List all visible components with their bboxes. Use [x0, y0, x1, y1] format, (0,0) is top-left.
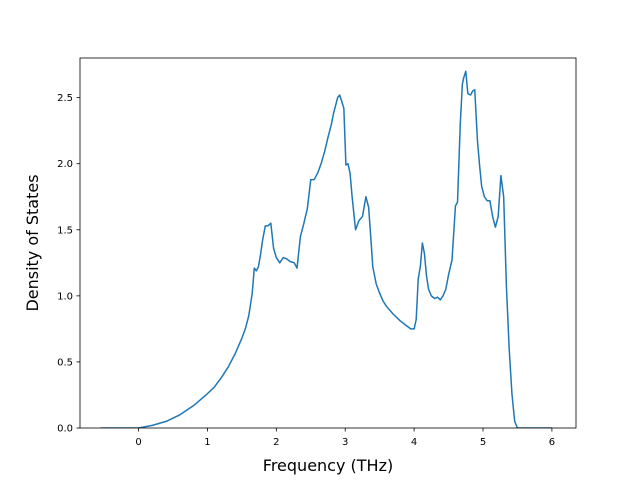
- x-tick-label: 2: [273, 437, 279, 448]
- y-tick-label: 2.5: [57, 93, 73, 104]
- y-tick-label: 0.0: [57, 424, 73, 435]
- y-tick-label: 2.0: [57, 159, 73, 170]
- series-line-0: [100, 70, 552, 428]
- x-axis-label: Frequency (THz): [263, 456, 393, 475]
- plot-area: [100, 70, 552, 428]
- x-tick-label: 5: [480, 437, 486, 448]
- x-tick-label: 3: [342, 437, 348, 448]
- y-tick-label: 0.5: [57, 357, 73, 368]
- y-axis: 0.0 0.5 1.0 1.5 2.0 2.5: [57, 93, 80, 435]
- x-tick-label: 6: [549, 437, 555, 448]
- x-tick-label: 1: [204, 437, 210, 448]
- x-tick-label: 4: [411, 437, 417, 448]
- axes-frame: [79, 57, 577, 429]
- x-axis: 0 1 2 3 4 5 6: [135, 428, 555, 448]
- y-axis-label: Density of States: [23, 174, 42, 311]
- x-tick-label: 0: [135, 437, 141, 448]
- y-tick-label: 1.0: [57, 291, 73, 302]
- y-tick-label: 1.5: [57, 225, 73, 236]
